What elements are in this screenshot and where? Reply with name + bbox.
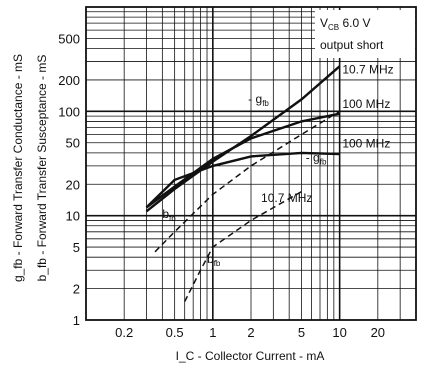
conditions-line-1: VCB 6.0 V bbox=[320, 16, 371, 32]
series-line-3 bbox=[145, 151, 340, 209]
conditions-line-2: output short bbox=[320, 38, 384, 52]
y-axis-label-1: g_fb - Forward Transfer Conductance - mS bbox=[11, 54, 25, 282]
x-tick-label: 5 bbox=[298, 325, 305, 340]
curve-annotation: 100 MHz bbox=[342, 137, 390, 151]
x-tick-label: 0.2 bbox=[115, 325, 133, 340]
y-tick-label: 50 bbox=[66, 136, 80, 151]
chart-curves bbox=[145, 65, 341, 302]
curve-annotation: - gfb bbox=[306, 151, 327, 167]
x-tick-label: 2 bbox=[247, 325, 254, 340]
y-tick-label: 200 bbox=[58, 73, 80, 88]
curve-annotation: 100 MHz bbox=[342, 97, 390, 111]
series-line-5 bbox=[184, 190, 302, 302]
conditions-box bbox=[315, 10, 415, 58]
y-tick-label: 1 bbox=[73, 313, 80, 328]
curve-annotation: 10.7 MHz bbox=[261, 191, 312, 205]
series-line-2 bbox=[145, 112, 340, 209]
curve-annotation: - gfb bbox=[248, 92, 269, 108]
y-tick-label: 100 bbox=[58, 104, 80, 119]
y-tick-labels: 1 2 5 10 20 50 100 200 500 bbox=[58, 31, 80, 328]
y-tick-label: 5 bbox=[73, 240, 80, 255]
y-tick-label: 10 bbox=[66, 209, 80, 224]
x-tick-labels: 0.2 0.5 1 2 5 10 20 bbox=[115, 325, 385, 340]
y-tick-label: 20 bbox=[66, 177, 80, 192]
series-line-4 bbox=[154, 110, 340, 253]
plot-frame bbox=[85, 6, 417, 321]
chart-annotations: 10.7 MHz 100 MHz 100 MHz 10.7 MHz - gfb - gfb… bbox=[162, 63, 393, 269]
y-axis-label-2: b_fb - Forward Transfer Susceptance - mS bbox=[35, 55, 49, 282]
curve-annotation: bfb bbox=[162, 207, 176, 223]
y-tick-label: 500 bbox=[58, 31, 80, 46]
curve-annotation: 10.7 MHz bbox=[342, 63, 393, 77]
x-axis-label: I_C - Collector Current - mA bbox=[176, 349, 325, 363]
chart-grid bbox=[86, 7, 416, 320]
x-tick-label: 0.5 bbox=[166, 325, 184, 340]
curve-annotation: bfb bbox=[207, 252, 221, 268]
y-tick-label: 2 bbox=[73, 282, 80, 297]
series-line-1 bbox=[145, 65, 341, 213]
x-tick-label: 20 bbox=[371, 325, 385, 340]
x-tick-label: 1 bbox=[209, 325, 216, 340]
x-tick-label: 10 bbox=[332, 325, 346, 340]
